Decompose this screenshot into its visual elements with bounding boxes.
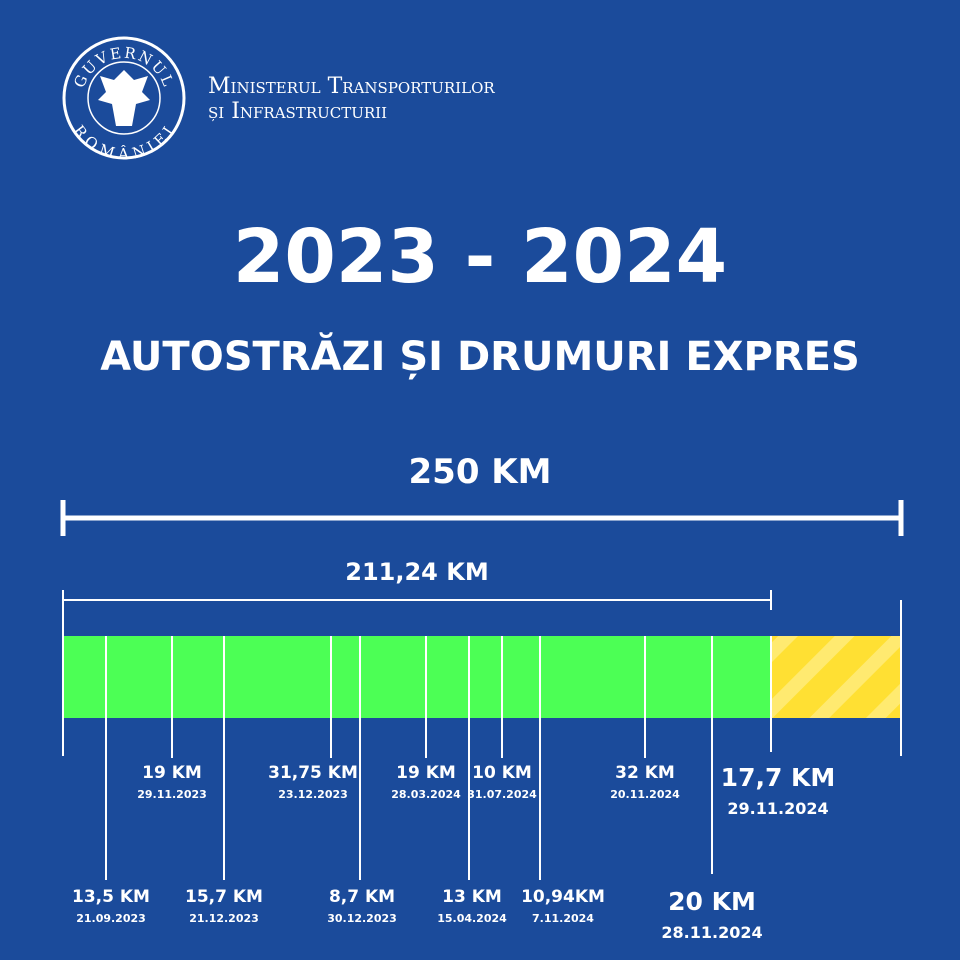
title: 2023 - 2024: [233, 214, 727, 300]
segment-date: 7.11.2024: [532, 912, 594, 925]
segment-date: 21.12.2023: [189, 912, 259, 925]
segment-date: 29.11.2024: [727, 799, 828, 818]
segment-length: 8,7 KM: [329, 887, 395, 907]
segment-date: 20.11.2024: [610, 788, 680, 801]
subtitle: AUTOSTRĂZI ȘI DRUMURI EXPRES: [100, 331, 860, 380]
segment-length: 17,7 KM: [721, 763, 836, 792]
segment-date: 28.03.2024: [391, 788, 461, 801]
segment-date: 15.04.2024: [437, 912, 507, 925]
completed-label: 211,24 KM: [345, 558, 488, 586]
bar-edges: [62, 600, 902, 756]
completed-bar: [63, 636, 771, 718]
segment-length: 13,5 KM: [72, 887, 150, 907]
ministry-line1: Ministerul Transporturilor: [208, 74, 495, 99]
segment-date: 30.12.2023: [327, 912, 397, 925]
segment-date: 29.11.2023: [137, 788, 207, 801]
segment-length: 13 KM: [442, 887, 502, 907]
segment-length: 19 KM: [396, 763, 456, 783]
ministry-line2: și Infrastructurii: [208, 99, 387, 124]
total-bracket: [60, 500, 904, 536]
segment-length: 32 KM: [615, 763, 675, 783]
segment-length: 10 KM: [472, 763, 532, 783]
segment-date: 28.11.2024: [661, 923, 762, 942]
segment-date: 23.12.2023: [278, 788, 348, 801]
segment-date: 21.09.2023: [76, 912, 146, 925]
segments: 13,5 KM 21.09.2023 19 KM 29.11.2023 15,7 KM 2…: [72, 636, 835, 942]
total-label: 250 KM: [409, 452, 552, 492]
segment-length: 31,75 KM: [268, 763, 358, 783]
segment-length: 15,7 KM: [185, 887, 263, 907]
segment-length: 19 KM: [142, 763, 202, 783]
segment-length: 10,94KM: [521, 887, 605, 907]
segment-date: 31.07.2024: [467, 788, 537, 801]
segment-length: 20 KM: [668, 887, 756, 916]
remaining-bar: [771, 636, 901, 718]
